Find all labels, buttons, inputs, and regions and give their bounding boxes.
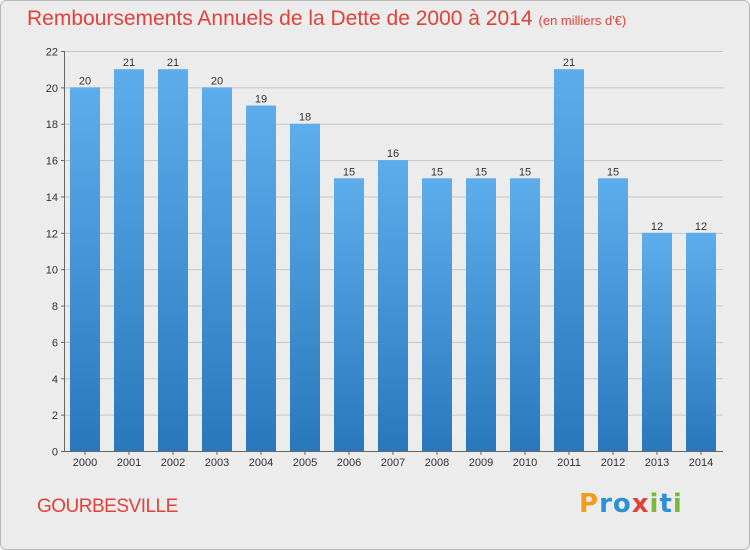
y-tick-label: 0 <box>52 447 58 459</box>
logo-letter: i <box>649 489 660 519</box>
x-tick-label: 2006 <box>337 457 361 469</box>
y-tick-label: 12 <box>46 228 58 240</box>
bar-value-label: 20 <box>211 75 223 87</box>
x-tick-label: 2014 <box>689 457 713 469</box>
y-tick-label: 18 <box>46 119 58 131</box>
x-tick-label: 2001 <box>117 457 141 469</box>
x-tick-label: 2011 <box>557 457 581 469</box>
bar <box>202 87 232 451</box>
bar <box>686 232 716 451</box>
bar-value-label: 19 <box>255 94 267 106</box>
bar <box>246 105 276 451</box>
chart-unit: (en milliers d'€) <box>538 13 627 28</box>
proxiti-logo[interactable]: Proxiti <box>579 489 683 519</box>
x-tick-label: 2012 <box>601 457 625 469</box>
x-tick-label: 2008 <box>425 457 449 469</box>
x-tick-label: 2009 <box>469 457 493 469</box>
x-tick-label: 2004 <box>249 457 273 469</box>
bars <box>70 69 716 452</box>
logo-letter: P <box>579 489 600 519</box>
x-tick-label: 2003 <box>205 457 229 469</box>
bar <box>422 178 452 452</box>
bar <box>554 69 584 451</box>
bar <box>114 69 144 451</box>
bar-value-label: 16 <box>387 148 399 160</box>
axes: 0 2 4 6 8 10 12 14 16 18 20 22 2000 2001 2002 2003 2004 2… <box>46 47 723 469</box>
x-tick-label: 2005 <box>293 457 317 469</box>
bar <box>642 232 672 451</box>
commune-name: GOURBESVILLE <box>37 496 178 517</box>
bar-value-label: 12 <box>695 221 707 233</box>
bar-value-label: 15 <box>475 166 487 178</box>
bar <box>334 178 364 452</box>
bar <box>378 160 408 451</box>
y-tick-label: 22 <box>46 47 58 59</box>
bar-value-label: 15 <box>431 166 443 178</box>
y-tick-label: 20 <box>46 83 58 95</box>
bar <box>70 87 100 451</box>
y-tick-label: 16 <box>46 156 58 168</box>
bar-value-label: 15 <box>519 166 531 178</box>
logo-letter: x <box>631 489 650 519</box>
bar-value-label: 15 <box>607 166 619 178</box>
x-tick-label: 2013 <box>645 457 669 469</box>
bar-value-label: 18 <box>299 112 311 124</box>
logo-letter: o <box>612 489 632 519</box>
y-tick-label: 8 <box>52 301 58 313</box>
bar <box>510 178 540 452</box>
x-tick-label: 2002 <box>161 457 185 469</box>
logo-letter: t <box>659 489 673 519</box>
bar-value-label: 20 <box>79 75 91 87</box>
bar-value-label: 21 <box>563 57 575 69</box>
bar-value-label: 12 <box>651 221 663 233</box>
data-labels: 20 21 21 20 19 18 15 16 15 15 15 21 15 12 12 <box>79 57 707 233</box>
bar <box>466 178 496 452</box>
chart-title-text: Remboursements Annuels de la Dette de 20… <box>27 7 533 30</box>
logo-letter: r <box>599 489 613 519</box>
y-tick-label: 14 <box>46 192 58 204</box>
y-tick-label: 4 <box>52 374 58 386</box>
x-tick-label: 2007 <box>381 457 405 469</box>
bar <box>158 69 188 451</box>
y-tick-label: 6 <box>52 337 58 349</box>
bar-value-label: 21 <box>123 57 135 69</box>
chart-title: Remboursements Annuels de la Dette de 20… <box>27 7 626 31</box>
bar <box>598 178 628 452</box>
bar-value-label: 15 <box>343 166 355 178</box>
bar <box>290 123 320 452</box>
logo-letter: i <box>672 489 683 519</box>
y-tick-label: 2 <box>52 410 58 422</box>
x-tick-label: 2000 <box>73 457 97 469</box>
y-tick-label: 10 <box>46 265 58 277</box>
x-tick-label: 2010 <box>513 457 537 469</box>
bar-value-label: 21 <box>167 57 179 69</box>
